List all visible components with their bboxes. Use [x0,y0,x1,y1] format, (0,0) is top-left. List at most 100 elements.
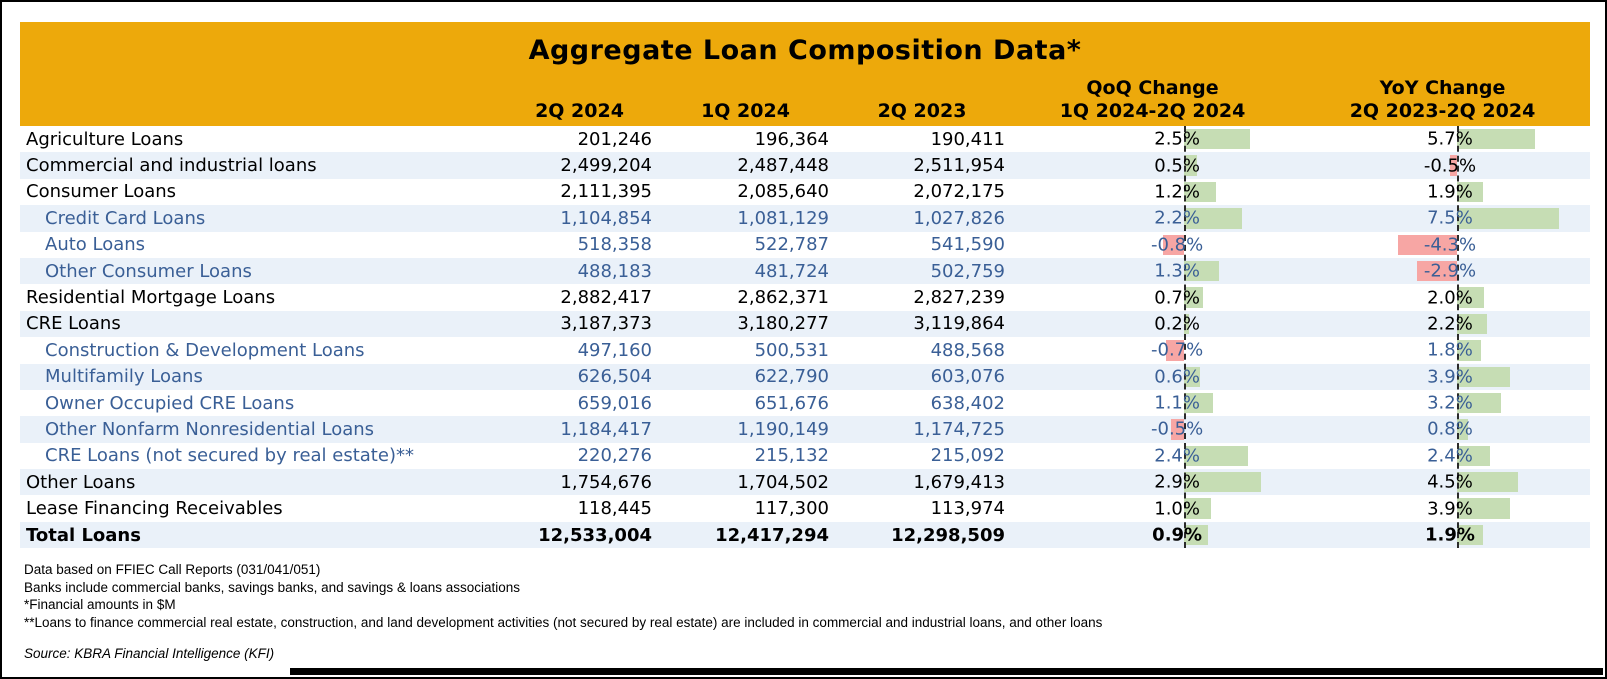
qoq-change-value: 2.5% [1154,128,1200,150]
value-2q2023: 638,402 [930,392,1005,414]
table-row: Credit Card Loans 1,104,854 1,081,129 1,027… [20,205,1590,232]
footnotes: Data based on FFIEC Call Reports (031/04… [20,561,1590,631]
value-2q2024: 659,016 [577,392,652,414]
table-row: Auto Loans 518,358 522,787 541,590 -0.8% -4.3… [20,232,1590,258]
source-line: Source: KBRA Financial Intelligence (KFI… [24,646,275,662]
row-label: Consumer Loans [26,181,177,203]
qoq-negative-bar [1170,419,1185,440]
table-row: Residential Mortgage Loans 2,882,417 2,862… [20,284,1590,310]
qoq-positive-bar [1184,445,1248,467]
value-2q2023: 1,174,725 [913,418,1005,440]
value-2q2023: 190,411 [930,128,1005,150]
qoq-change-value: -0.5% [1151,418,1204,440]
yoy-positive-bar [1456,445,1490,467]
table-row: CRE Loans (not secured by real estate)**… [20,443,1590,469]
yoy-change-value: -4.3% [1423,234,1477,256]
yoy-change-cell: 1.8% [1295,337,1590,363]
qoq-change-cell: 0.2% [1010,311,1295,337]
value-1q2024: 196,364 [754,128,829,150]
value-2q2024: 3,187,373 [560,313,652,335]
qoq-change-value: 1.1% [1154,392,1200,414]
yoy-change-value: 2.0% [1427,287,1473,309]
row-label: Commercial and industrial loans [26,155,317,177]
value-2q2024: 1,104,854 [560,207,652,229]
value-1q2024: 651,676 [754,392,829,414]
qoq-positive-bar [1184,472,1261,493]
yoy-positive-bar [1456,524,1483,546]
value-2q2024: 1,754,676 [560,471,652,493]
qoq-positive-bar [1184,129,1251,150]
value-1q2024: 500,531 [754,339,829,361]
row-label: Residential Mortgage Loans [26,287,276,309]
value-1q2024: 2,862,371 [737,287,829,309]
yoy-change-value: 4.5% [1427,471,1473,493]
qoq-change-cell: -0.5% [1010,416,1295,442]
qoq-negative-bar [1162,234,1185,255]
table-row: Commercial and industrial loans 2,499,204… [20,152,1590,179]
yoy-zero-axis-line [1457,126,1459,549]
value-2q2023: 488,568 [930,339,1005,361]
yoy-change-value: 1.9% [1424,524,1475,546]
yoy-change-cell: -4.3% [1295,232,1590,258]
value-1q2024: 1,190,149 [737,418,829,440]
qoq-change-value: 1.0% [1154,498,1200,520]
table-row: CRE Loans 3,187,373 3,180,277 3,119,864 0.2%… [20,310,1590,338]
value-2q2024: 518,358 [577,234,652,256]
yoy-change-cell: 4.5% [1295,469,1590,495]
yoy-positive-bar [1456,366,1511,387]
table-title: Aggregate Loan Composition Data* [528,35,1082,66]
yoy-negative-bar [1398,234,1457,255]
qoq-change-value: -0.8% [1151,234,1204,256]
qoq-positive-bar [1184,392,1214,414]
value-2q2024: 2,499,204 [560,155,652,177]
table-header-band: Aggregate Loan Composition Data* 2Q 2024… [20,22,1590,126]
footnote-cre: **Loans to finance commercial real estat… [24,614,1103,630]
col-head-yoy-change: YoY Change 2Q 2023-2Q 2024 [1295,77,1590,124]
table-row: Other Consumer Loans 488,183 481,724 502,75… [20,257,1590,285]
qoq-change-cell: -0.8% [1010,232,1295,258]
qoq-change-line1: QoQ Change [1086,77,1219,99]
value-1q2024: 12,417,294 [715,524,829,546]
qoq-change-value: 0.7% [1154,287,1200,309]
qoq-change-value: 0.9% [1152,524,1203,546]
qoq-change-cell: 2.4% [1010,443,1295,469]
yoy-negative-bar [1450,155,1457,176]
col-head-category [20,123,502,124]
value-2q2023: 215,092 [930,445,1005,467]
yoy-positive-bar [1456,181,1483,203]
yoy-change-value: 3.9% [1427,498,1473,520]
yoy-positive-bar [1456,472,1519,493]
value-2q2023: 502,759 [930,260,1005,282]
value-2q2024: 488,183 [577,260,652,282]
value-1q2024: 2,487,448 [737,155,829,177]
yoy-change-value: -2.9% [1423,260,1477,282]
yoy-change-cell: 2.0% [1295,284,1590,310]
column-header-row: 2Q 2024 1Q 2024 2Q 2023 QoQ Change 1Q 20… [20,77,1590,124]
qoq-change-cell: 1.2% [1010,179,1295,205]
qoq-change-cell: 1.3% [1010,258,1295,284]
qoq-positive-bar [1184,181,1216,203]
row-label: Other Nonfarm Nonresidential Loans [45,418,375,440]
footnote-amounts: *Financial amounts in $M [24,597,176,613]
yoy-change-cell: 3.9% [1295,364,1590,390]
value-2q2024: 2,111,395 [560,181,652,203]
value-2q2024: 201,246 [577,128,652,150]
qoq-negative-bar [1165,340,1185,361]
value-2q2023: 603,076 [930,366,1005,388]
qoq-change-cell: 0.5% [1010,152,1295,178]
qoq-change-cell: 0.6% [1010,364,1295,390]
yoy-change-cell: 1.9% [1295,522,1590,548]
value-2q2023: 3,119,864 [913,313,1005,335]
qoq-positive-bar [1184,313,1190,335]
yoy-change-value: 2.2% [1427,313,1473,335]
yoy-change-cell: 2.2% [1295,311,1590,337]
qoq-change-value: -0.7% [1151,339,1204,361]
row-label: CRE Loans (not secured by real estate)** [45,445,414,467]
value-1q2024: 1,704,502 [737,471,829,493]
yoy-change-line1: YoY Change [1379,77,1506,99]
qoq-change-value: 1.2% [1154,181,1200,203]
yoy-change-cell: 3.9% [1295,495,1590,521]
table-row: Lease Financing Receivables 118,445 117,30… [20,495,1590,521]
yoy-change-value: 0.8% [1427,418,1473,440]
